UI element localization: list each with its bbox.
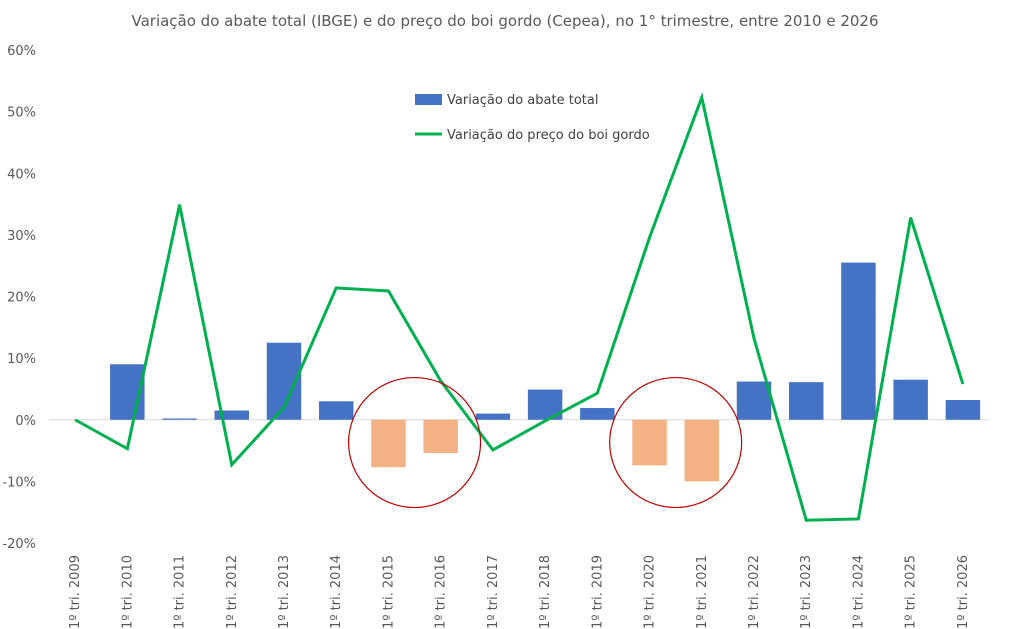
chart-title: Variação do abate total (IBGE) e do preç… [131, 12, 878, 30]
x-axis-labels: 1º tri. 2009 1º tri. 2010 1º tri. 2011 1º t… [68, 555, 971, 629]
x-tick-label: 1º tri. 2018 [538, 555, 553, 629]
y-tick-label: 10% [7, 352, 36, 367]
x-tick-label: 1º tri. 2009 [68, 555, 83, 629]
x-tick-label: 1º tri. 2026 [956, 555, 971, 629]
bar [632, 419, 667, 466]
y-tick-label: 50% [7, 106, 36, 121]
y-tick-label: 40% [7, 167, 36, 182]
y-axis-labels: -20% -10% 0% 10% 20% 30% 40% 50% 60% [2, 44, 36, 552]
y-tick-label: 0% [15, 414, 36, 429]
x-tick-label: 1º tri. 2023 [799, 555, 814, 629]
x-tick-label: 1º tri. 2015 [381, 555, 396, 629]
bar [788, 382, 824, 420]
x-tick-label: 1º tri. 2012 [225, 555, 240, 629]
highlight-circle [347, 376, 482, 509]
bar [893, 379, 928, 420]
highlight-circle [609, 376, 743, 509]
bar [945, 400, 981, 420]
y-tick-label: 20% [7, 291, 36, 306]
y-tick-label: -20% [2, 537, 36, 552]
bar [423, 419, 458, 454]
y-tick-label: 30% [7, 229, 36, 244]
bar-series [110, 262, 981, 482]
x-tick-label: 1º tri. 2011 [173, 555, 188, 629]
x-tick-label: 1º tri. 2022 [747, 555, 762, 629]
legend-line-label: Variação do preço do boi gordo [447, 128, 650, 143]
x-tick-label: 1º tri. 2019 [590, 555, 605, 629]
x-tick-label: 1º tri. 2017 [486, 555, 501, 629]
x-tick-label: 1º tri. 2010 [120, 555, 135, 629]
bar [684, 419, 720, 482]
bar [580, 408, 615, 420]
bar [162, 418, 197, 420]
legend-bar-swatch [415, 94, 442, 105]
bar [841, 262, 876, 420]
y-tick-label: -10% [2, 475, 36, 490]
bar [371, 419, 406, 468]
x-tick-label: 1º tri. 2021 [695, 555, 710, 629]
line-series [74, 92, 965, 522]
bar [214, 410, 250, 420]
x-tick-label: 1º tri. 2014 [329, 555, 344, 629]
x-tick-label: 1º tri. 2020 [643, 555, 658, 629]
x-tick-label: 1º tri. 2025 [904, 555, 919, 629]
legend: Variação do abate total Variação do preç… [415, 93, 650, 143]
x-tick-label: 1º tri. 2024 [851, 555, 866, 629]
x-tick-label: 1º tri. 2013 [277, 555, 292, 629]
x-tick-label: 1º tri. 2016 [434, 555, 449, 629]
bar [318, 401, 354, 420]
bar [736, 381, 772, 420]
series-line [74, 92, 965, 522]
y-tick-label: 60% [7, 44, 36, 59]
bar [475, 413, 511, 420]
legend-bar-label: Variação do abate total [447, 93, 598, 108]
highlight-circles [347, 376, 743, 509]
